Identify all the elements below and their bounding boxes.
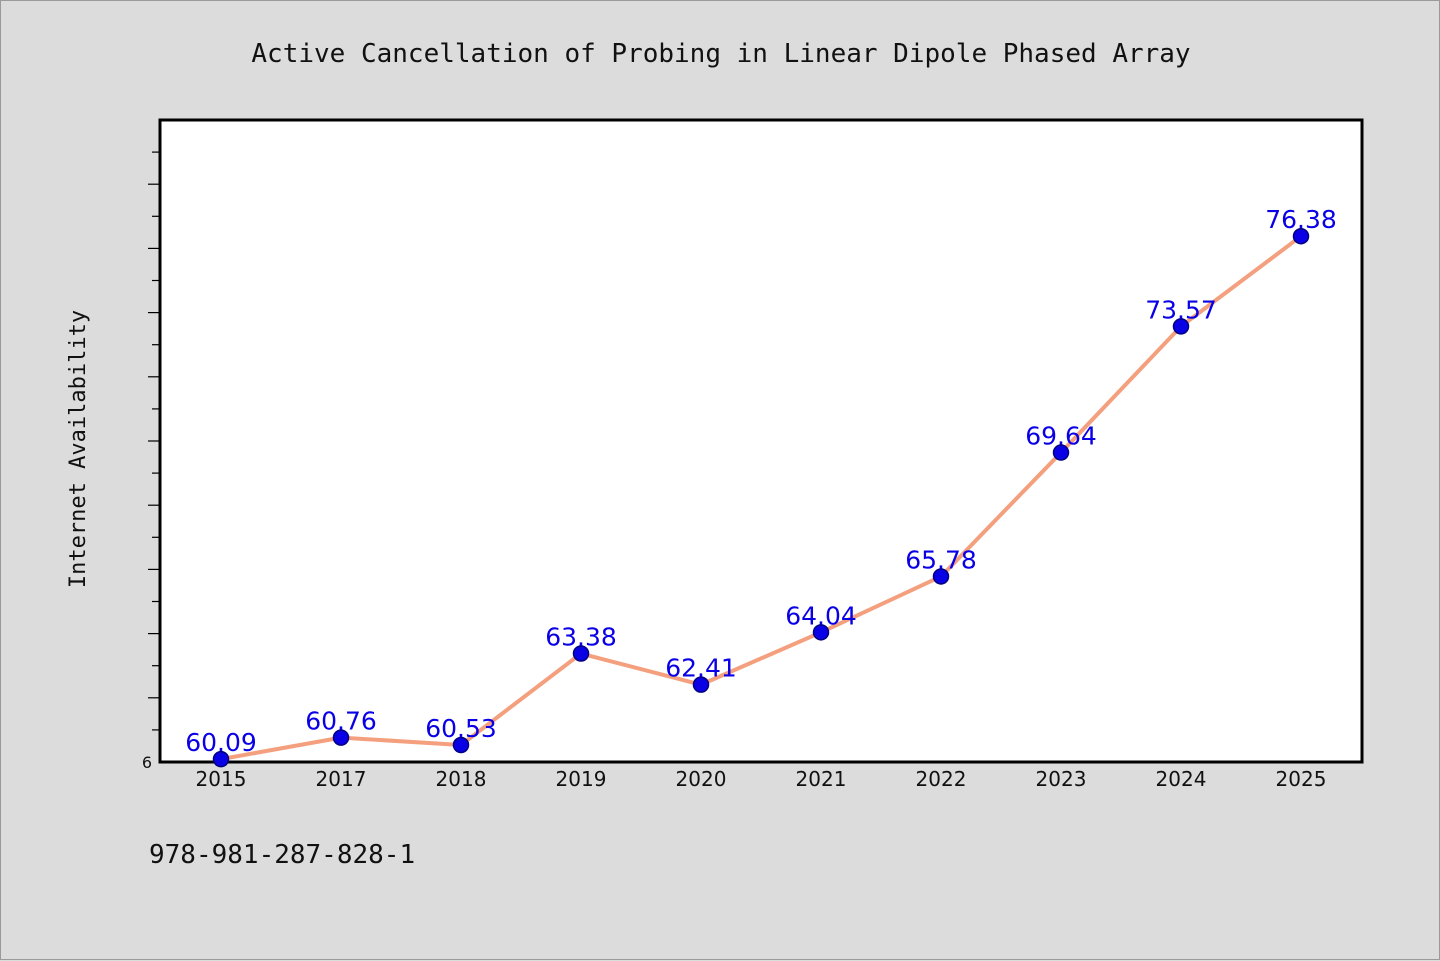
y-axis-tick-labels: 6 [142, 753, 152, 772]
x-tick-label: 2018 [436, 767, 487, 791]
data-label: 60.76 [305, 707, 377, 736]
x-tick-label: 2025 [1276, 767, 1327, 791]
data-point [332, 729, 350, 746]
x-tick-label: 2017 [316, 767, 367, 791]
y-axis-label: Internet Availability [66, 310, 91, 588]
plot-area [158, 118, 1364, 764]
x-tick-label: 2023 [1036, 767, 1087, 791]
data-label: 73.57 [1145, 295, 1217, 324]
y-tick-label: 6 [142, 753, 152, 772]
data-point [812, 624, 830, 641]
data-point [932, 568, 950, 585]
data-markers [212, 227, 1310, 768]
x-tick-label: 2022 [916, 767, 967, 791]
chart-title: Active Cancellation of Probing in Linear… [251, 39, 1190, 69]
x-tick-label: 2015 [196, 767, 247, 791]
x-tick-label: 2020 [676, 767, 727, 791]
x-axis-tick-labels: 2015 2017 2018 2019 2020 2021 2022 2023 2024 2025 [196, 767, 1327, 791]
data-label: 65.78 [905, 545, 977, 574]
data-label: 69.64 [1025, 422, 1097, 451]
data-label: 64.04 [785, 601, 857, 630]
data-point [1172, 318, 1190, 335]
data-point [1292, 227, 1310, 245]
data-point [212, 750, 230, 768]
x-tick-label: 2024 [1156, 767, 1207, 791]
data-label: 60.09 [185, 728, 257, 757]
data-label: 62.41 [665, 654, 737, 683]
data-point [692, 676, 710, 693]
x-tick-label: 2019 [556, 767, 607, 791]
x-tick-label: 2021 [796, 767, 847, 791]
data-label: 76.38 [1265, 205, 1337, 234]
series-line [219, 234, 1303, 762]
data-point [1052, 444, 1070, 461]
data-label: 63.38 [545, 623, 617, 652]
y-axis-ticks [148, 151, 160, 731]
data-labels: 60.09 60.76 60.53 63.38 62.41 64.04 65.78 69.64… [185, 205, 1337, 757]
data-label: 60.53 [425, 714, 497, 743]
data-point [572, 645, 590, 662]
series-line-group [219, 234, 1303, 762]
isbn-footer: 978-981-287-828-1 [149, 840, 415, 870]
data-point [452, 736, 470, 754]
